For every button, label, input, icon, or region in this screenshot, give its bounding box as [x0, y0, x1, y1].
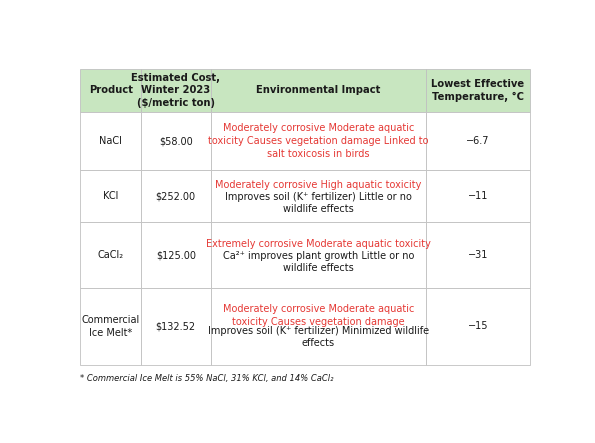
- Bar: [141, 170, 211, 222]
- Text: KCl: KCl: [103, 191, 118, 201]
- Text: Moderately corrosive High aquatic toxicity: Moderately corrosive High aquatic toxici…: [215, 180, 422, 190]
- Text: Moderately corrosive Moderate aquatic
toxicity Causes vegetation damage: Moderately corrosive Moderate aquatic to…: [223, 304, 414, 327]
- Bar: [211, 288, 426, 365]
- Text: $252.00: $252.00: [156, 191, 196, 201]
- Bar: [141, 69, 211, 112]
- Bar: [80, 112, 141, 170]
- Text: −6.7: −6.7: [466, 136, 490, 146]
- Text: $58.00: $58.00: [159, 136, 193, 146]
- Text: Estimated Cost,
Winter 2023
($/metric ton): Estimated Cost, Winter 2023 ($/metric to…: [131, 73, 220, 108]
- Text: NaCl: NaCl: [99, 136, 122, 146]
- Bar: [426, 222, 530, 288]
- Text: −15: −15: [468, 321, 488, 331]
- Bar: [211, 69, 426, 112]
- Text: $125.00: $125.00: [156, 250, 196, 260]
- Text: −31: −31: [468, 250, 488, 260]
- Bar: [80, 222, 141, 288]
- Text: Environmental Impact: Environmental Impact: [256, 85, 381, 95]
- Bar: [80, 69, 141, 112]
- Bar: [141, 112, 211, 170]
- Text: Product: Product: [89, 85, 133, 95]
- Text: CaCl₂: CaCl₂: [98, 250, 124, 260]
- Bar: [426, 112, 530, 170]
- Bar: [80, 170, 141, 222]
- Text: Improves soil (K⁺ fertilizer) Minimized wildlife
effects: Improves soil (K⁺ fertilizer) Minimized …: [208, 326, 429, 349]
- Bar: [426, 69, 530, 112]
- Text: Lowest Effective
Temperature, °C: Lowest Effective Temperature, °C: [431, 79, 524, 102]
- Text: Commercial
Ice Melt*: Commercial Ice Melt*: [82, 315, 140, 338]
- Bar: [141, 222, 211, 288]
- Text: $132.52: $132.52: [156, 321, 196, 331]
- Text: −11: −11: [468, 191, 488, 201]
- Bar: [426, 288, 530, 365]
- Bar: [211, 222, 426, 288]
- Bar: [80, 288, 141, 365]
- Bar: [211, 170, 426, 222]
- Text: Ca²⁺ improves plant growth Little or no
wildlife effects: Ca²⁺ improves plant growth Little or no …: [223, 251, 414, 273]
- Bar: [426, 170, 530, 222]
- Text: * Commercial Ice Melt is 55% NaCl, 31% KCl, and 14% CaCl₂: * Commercial Ice Melt is 55% NaCl, 31% K…: [80, 374, 334, 383]
- Text: Moderately corrosive Moderate aquatic
toxicity Causes vegetation damage Linked t: Moderately corrosive Moderate aquatic to…: [208, 123, 428, 159]
- Bar: [211, 112, 426, 170]
- Text: Extremely corrosive Moderate aquatic toxicity: Extremely corrosive Moderate aquatic tox…: [206, 239, 431, 249]
- Text: Improves soil (K⁺ fertilizer) Little or no
wildlife effects: Improves soil (K⁺ fertilizer) Little or …: [225, 192, 412, 214]
- Bar: [141, 288, 211, 365]
